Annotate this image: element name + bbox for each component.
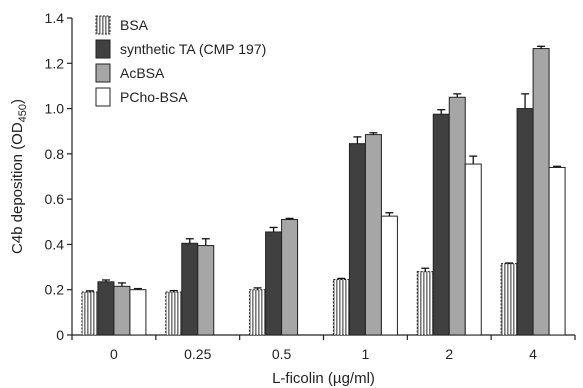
x-tick-label: 1 [362,346,370,362]
bar [448,96,466,336]
bar [332,279,350,336]
legend-swatch [95,87,111,107]
x-tick-label: 0.25 [184,346,211,362]
bar [380,215,398,336]
y-tick-label: 1.2 [45,55,65,71]
y-axis-label-close: ) [9,99,26,104]
legend: BSA synthetic TA (CMP 197) AcBSA PCho-BSA [95,15,266,107]
bar [348,143,366,336]
bar [181,242,199,336]
x-tick-label: 2 [445,346,453,362]
bar [432,113,450,336]
y-tick-label: 0 [56,327,64,343]
bar [129,289,147,336]
y-axis-label-subscript: 450 [17,104,29,122]
bar [416,271,434,336]
legend-label: synthetic TA (CMP 197) [120,41,266,57]
legend-label: AcBSA [120,65,165,81]
bar [81,291,99,336]
y-tick-label: 1.0 [45,101,65,117]
x-axis-label: L-ficolin (µg/ml) [272,370,375,387]
legend-label: PCho-BSA [120,89,188,105]
x-tick-label: 4 [529,346,537,362]
y-tick-label: 0.2 [45,282,65,298]
x-tick-label: 0.5 [272,346,292,362]
bars [81,48,566,336]
legend-swatch [95,63,111,83]
bar [249,289,267,336]
y-tick-label: 0.6 [45,191,65,207]
bar [97,281,115,336]
y-tick-label: 1.4 [45,10,65,26]
axes: 0 0.2 0.4 0.6 0.8 1.0 1.2 1.4 0 0.25 0.5 1 2 4 [45,10,576,362]
bar [464,163,482,336]
legend-swatch [95,15,111,35]
bar [548,166,566,336]
y-axis-label: C4b deposition (OD450) [9,99,29,254]
bar [265,231,283,336]
error-bars [85,45,562,292]
bar [532,48,550,336]
y-axis-label-main: C4b deposition (OD [9,122,26,254]
bar [516,108,534,336]
legend-swatch [95,39,111,59]
y-tick-label: 0.4 [45,236,65,252]
bar [165,291,183,336]
bar [197,245,215,336]
bar [113,285,131,336]
bar [364,134,382,336]
legend-label: BSA [120,17,149,33]
x-tick-label: 0 [110,346,118,362]
bar [500,263,518,336]
y-tick-label: 0.8 [45,146,65,162]
bar [281,219,299,336]
